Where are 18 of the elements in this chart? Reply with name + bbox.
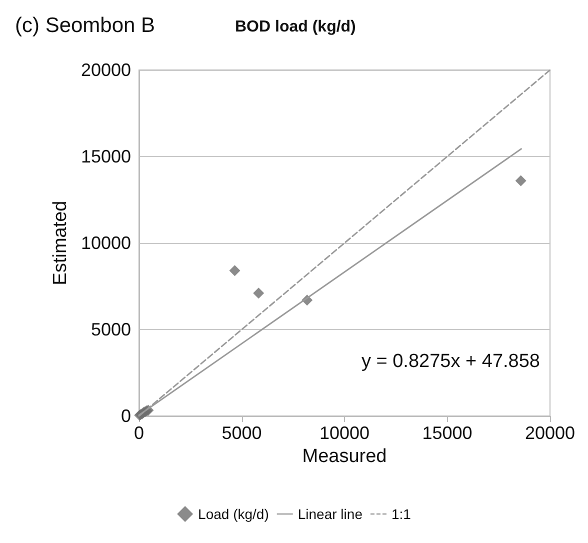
y-tick-label: 0 [120,406,131,426]
x-tick-label: 15000 [422,423,472,443]
legend-label: 1:1 [391,506,412,522]
annotation: y = 0.8275x + 47.858 [361,351,540,372]
x-tick-label: 0 [134,423,144,443]
x-tick-label: 20000 [524,423,576,443]
y-tick-label: 10000 [80,233,131,253]
legend-label: Linear line [298,506,363,522]
y-tick-label: 5000 [90,320,131,340]
y-tick-label: 20000 [80,60,131,80]
chart-subtitle: BOD load (kg/d) [235,18,356,36]
x-tick-label: 5000 [222,423,262,443]
chart-title: (c) Seombon B [15,14,156,37]
y-tick-label: 15000 [80,146,131,166]
y-axis-title: Estimated [50,200,72,286]
x-tick-label: 10000 [319,423,370,443]
x-axis-title: Measured [302,446,387,467]
legend-label: Load (kg/d) [198,506,269,522]
